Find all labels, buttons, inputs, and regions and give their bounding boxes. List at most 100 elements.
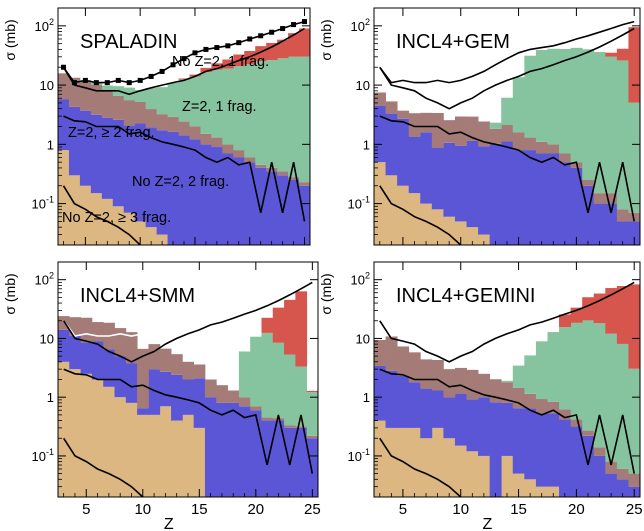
y-tick-label: 102 [35,271,54,288]
bar [385,101,398,114]
bar [466,451,479,497]
bar [58,150,70,245]
bar [397,110,410,119]
bar [559,162,572,245]
bar [123,125,136,213]
bar [58,73,70,100]
bar [167,131,179,245]
bar [582,430,595,436]
bar [145,109,158,128]
bar [244,162,256,245]
bar [512,365,525,388]
bar [535,49,548,142]
bar [101,85,114,92]
bar [91,379,104,497]
bar [420,359,433,389]
y-axis-label: σ (mb) [318,273,334,314]
bar [431,390,444,428]
bar [101,91,114,118]
bar [171,354,183,375]
bar [91,341,104,380]
data-point [203,46,209,52]
bar [420,438,433,497]
bar [385,370,398,428]
curve-0 [63,274,313,337]
bar [443,369,456,398]
bar [420,132,433,204]
annotation-label: No Z=2, 1 frag. [172,54,269,70]
bar [512,150,525,245]
series-4 [605,27,640,103]
bar [167,116,179,132]
bar [233,150,245,158]
data-point [148,73,154,79]
bar [167,82,179,117]
bar [112,119,125,207]
y-tick-label: 10-1 [32,195,54,212]
bar [156,87,168,115]
series-2 [58,73,310,186]
bar [559,153,572,163]
bar [277,171,289,176]
bar [501,97,514,126]
bar [547,332,560,402]
bar [385,175,398,245]
bar [616,48,629,61]
bar [211,63,223,70]
x-tick-label: 20 [568,501,585,518]
bar [178,78,190,80]
bar [628,221,640,245]
bar [524,150,537,245]
bar [616,468,629,480]
bar [145,227,158,245]
x-tick-label: 25 [626,501,643,518]
bar [524,355,537,394]
x-tick-label: 10 [452,501,469,518]
bar [189,139,201,245]
bar [478,146,491,235]
chart-title: INCL4+GEM [396,31,510,53]
bar [299,56,310,183]
data-point [280,26,286,32]
bar [570,47,583,163]
bar [299,28,310,57]
bar [137,408,149,415]
data-point [269,29,275,35]
bar [374,420,386,497]
y-tick-label: 1 [47,137,54,152]
data-point [225,43,231,49]
data-point [115,77,121,83]
annotation-label: No Z=2, ≥ 3 frag. [62,210,171,226]
x-tick-label: 10 [134,501,151,518]
bar [489,379,502,403]
bar [178,121,190,136]
bar [79,81,92,111]
series-2 [374,92,640,222]
bar [593,455,606,497]
bar [408,113,421,137]
bar [478,455,491,497]
bar [524,137,537,151]
bar [443,438,456,497]
x-tick-label: 15 [191,501,208,518]
bar [159,348,172,372]
bar [605,473,618,497]
bar [159,406,172,497]
bar [512,387,525,409]
bar [272,420,285,497]
bar [605,333,618,462]
bar [524,479,537,497]
bar [182,414,195,497]
bar [277,58,289,172]
bar [156,234,168,245]
bar [250,410,262,497]
y-tick-label: 10 [40,331,54,346]
bar [478,397,491,456]
bar [272,342,285,419]
bar [397,375,410,428]
bar [114,328,127,357]
bar [605,288,618,334]
bar [454,393,467,446]
curve-1 [379,27,635,110]
